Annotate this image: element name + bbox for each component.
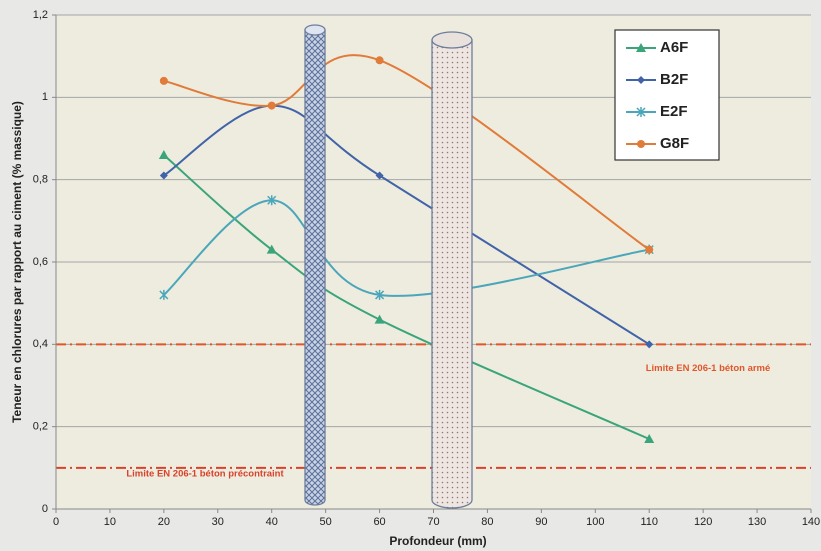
x-tick-label: 30 bbox=[212, 516, 224, 528]
cylinder-wide bbox=[432, 32, 472, 508]
cylinder-top bbox=[305, 25, 325, 35]
cylinder-body bbox=[432, 40, 472, 508]
legend-label: A6F bbox=[660, 39, 688, 56]
cylinder-top bbox=[432, 32, 472, 48]
legend-label: B2F bbox=[660, 71, 688, 88]
x-tick-label: 20 bbox=[158, 516, 170, 528]
marker bbox=[268, 102, 276, 110]
y-axis-title: Teneur en chlorures par rapport au cimen… bbox=[10, 101, 24, 423]
x-tick-label: 60 bbox=[373, 516, 385, 528]
marker bbox=[160, 77, 168, 85]
x-tick-label: 40 bbox=[266, 516, 278, 528]
marker bbox=[376, 56, 384, 64]
marker bbox=[637, 140, 645, 148]
x-tick-label: 80 bbox=[481, 516, 493, 528]
cylinder-narrow bbox=[305, 25, 325, 505]
y-tick-label: 0,2 bbox=[33, 421, 48, 433]
y-tick-label: 0,6 bbox=[33, 256, 48, 268]
legend-label: E2F bbox=[660, 103, 688, 120]
reference-label: Limite EN 206-1 béton armé bbox=[646, 363, 771, 374]
x-tick-label: 50 bbox=[320, 516, 332, 528]
legend-label: G8F bbox=[660, 135, 689, 152]
reference-label: Limite EN 206-1 béton précontraint bbox=[126, 468, 284, 479]
y-tick-label: 1 bbox=[42, 91, 48, 103]
x-tick-label: 10 bbox=[104, 516, 116, 528]
x-tick-label: 120 bbox=[694, 516, 712, 528]
legend: A6F B2F E2F G8F bbox=[615, 30, 719, 160]
x-tick-label: 110 bbox=[640, 516, 658, 528]
y-tick-label: 0,4 bbox=[33, 338, 48, 350]
x-tick-label: 140 bbox=[802, 516, 820, 528]
y-tick-label: 0 bbox=[42, 503, 48, 515]
x-tick-label: 90 bbox=[535, 516, 547, 528]
marker bbox=[645, 246, 653, 254]
chart: Limite EN 206-1 béton armé Limite EN 206-… bbox=[0, 0, 821, 551]
y-tick-label: 0,8 bbox=[33, 174, 48, 186]
x-tick-label: 70 bbox=[427, 516, 439, 528]
y-tick-label: 1,2 bbox=[33, 9, 48, 21]
cylinder-body bbox=[305, 30, 325, 505]
x-tick-label: 100 bbox=[586, 516, 604, 528]
x-tick-label: 130 bbox=[748, 516, 766, 528]
x-axis-title: Profondeur (mm) bbox=[389, 534, 486, 548]
x-tick-label: 0 bbox=[53, 516, 59, 528]
